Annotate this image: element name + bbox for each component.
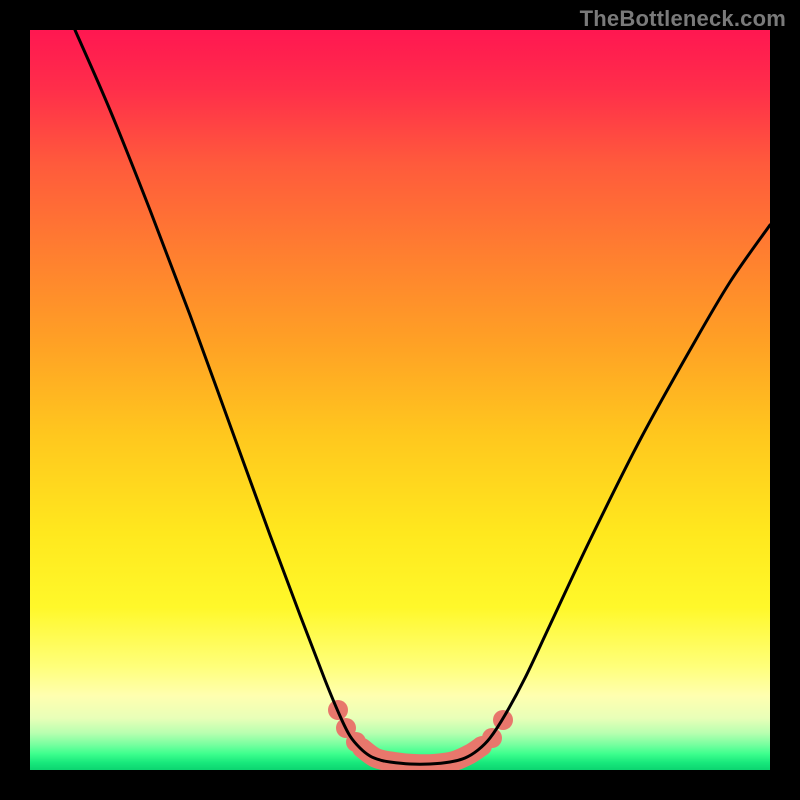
plot-area	[30, 30, 770, 770]
curve-overlay	[30, 30, 770, 770]
highlight-region	[328, 700, 513, 764]
bottleneck-curve	[75, 30, 770, 764]
watermark-text: TheBottleneck.com	[580, 6, 786, 32]
